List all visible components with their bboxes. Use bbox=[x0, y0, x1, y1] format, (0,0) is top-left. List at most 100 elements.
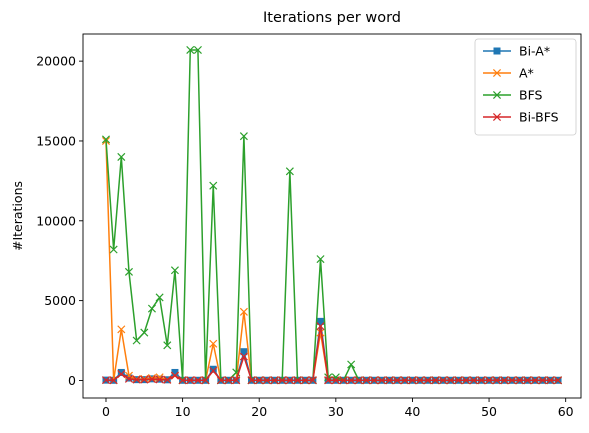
data-point bbox=[132, 336, 141, 345]
chart-title: Iterations per word bbox=[263, 10, 401, 26]
data-point bbox=[500, 376, 509, 385]
data-point bbox=[193, 45, 202, 54]
data-point bbox=[423, 376, 432, 385]
data-point bbox=[117, 370, 126, 379]
data-point bbox=[216, 376, 225, 385]
x-tick-label: 60 bbox=[558, 404, 574, 419]
data-point bbox=[385, 376, 394, 385]
data-point bbox=[531, 376, 540, 385]
data-point bbox=[209, 366, 218, 375]
data-point bbox=[446, 376, 455, 385]
data-point bbox=[485, 376, 494, 385]
axes-border bbox=[82, 33, 582, 399]
data-point bbox=[155, 375, 164, 384]
data-point bbox=[186, 45, 195, 54]
x-tick-label: 20 bbox=[251, 404, 267, 419]
data-point bbox=[347, 376, 356, 385]
data-point bbox=[109, 376, 118, 385]
series-bi-bfs bbox=[101, 322, 563, 385]
data-point bbox=[224, 376, 233, 385]
data-point bbox=[324, 376, 333, 385]
data-point bbox=[370, 376, 379, 385]
y-tick-label: 5000 bbox=[44, 293, 76, 308]
data-point bbox=[308, 376, 317, 385]
data-point bbox=[431, 376, 440, 385]
data-point bbox=[454, 376, 463, 385]
data-point bbox=[546, 376, 555, 385]
data-point bbox=[400, 376, 409, 385]
data-point bbox=[140, 375, 149, 384]
data-point bbox=[117, 368, 125, 376]
data-point bbox=[155, 293, 164, 302]
data-point bbox=[339, 376, 348, 385]
data-point bbox=[439, 376, 448, 385]
x-tick-label: 30 bbox=[328, 404, 344, 419]
data-point bbox=[240, 348, 248, 356]
data-point bbox=[462, 376, 471, 385]
data-point bbox=[316, 328, 325, 337]
y-tick-label: 15000 bbox=[36, 133, 76, 148]
x-tick-label: 40 bbox=[404, 404, 420, 419]
data-point bbox=[163, 341, 172, 350]
legend-box bbox=[474, 38, 577, 136]
data-point bbox=[209, 339, 218, 348]
data-point bbox=[178, 376, 187, 385]
data-point bbox=[132, 375, 141, 384]
data-point bbox=[239, 132, 248, 141]
data-point bbox=[109, 245, 118, 254]
x-tick-label: 0 bbox=[102, 404, 110, 419]
data-point bbox=[477, 376, 486, 385]
legend-label: Bi-BFS bbox=[519, 110, 559, 125]
legend-item: Bi-A* bbox=[483, 44, 550, 59]
legend-marker bbox=[492, 112, 502, 122]
data-point bbox=[147, 374, 156, 383]
y-axis: 0 5000 10000 15000 20000 bbox=[36, 54, 83, 388]
x-tick-label: 10 bbox=[175, 404, 191, 419]
y-tick-label: 0 bbox=[68, 373, 76, 388]
data-point bbox=[170, 371, 179, 380]
data-point bbox=[163, 375, 172, 384]
data-point bbox=[117, 325, 126, 334]
legend-marker bbox=[492, 90, 502, 100]
data-point bbox=[140, 328, 149, 337]
data-point bbox=[239, 307, 248, 316]
data-point bbox=[285, 376, 294, 385]
data-point bbox=[301, 376, 310, 385]
y-tick-label: 20000 bbox=[36, 54, 76, 69]
data-point bbox=[170, 266, 179, 275]
data-point bbox=[147, 375, 156, 384]
legend-marker bbox=[493, 47, 501, 55]
data-point bbox=[232, 376, 241, 385]
data-point bbox=[515, 376, 524, 385]
data-point bbox=[193, 376, 202, 385]
data-point bbox=[347, 360, 356, 369]
data-point bbox=[117, 152, 126, 161]
data-point bbox=[186, 376, 195, 385]
legend-marker bbox=[492, 68, 502, 78]
data-point bbox=[362, 376, 371, 385]
data-point bbox=[247, 376, 256, 385]
y-axis-label: #Iterations bbox=[10, 181, 25, 251]
data-point bbox=[101, 135, 111, 144]
data-point bbox=[171, 368, 179, 376]
legend-label: A* bbox=[519, 66, 534, 81]
data-point bbox=[408, 376, 417, 385]
data-point bbox=[147, 304, 156, 313]
data-point bbox=[239, 352, 248, 361]
data-point bbox=[270, 376, 279, 385]
legend-item: Bi-BFS bbox=[483, 110, 559, 125]
data-point bbox=[317, 317, 325, 325]
data-point bbox=[316, 322, 325, 331]
data-point bbox=[393, 376, 402, 385]
data-point bbox=[553, 376, 563, 385]
data-point bbox=[293, 376, 302, 385]
series-layer bbox=[101, 45, 563, 385]
y-tick-label: 10000 bbox=[36, 213, 76, 228]
data-point bbox=[492, 376, 501, 385]
data-point bbox=[209, 181, 218, 190]
data-point bbox=[124, 374, 133, 383]
data-point bbox=[124, 267, 133, 276]
data-point bbox=[278, 376, 287, 385]
data-point bbox=[262, 376, 271, 385]
data-point bbox=[354, 376, 363, 385]
